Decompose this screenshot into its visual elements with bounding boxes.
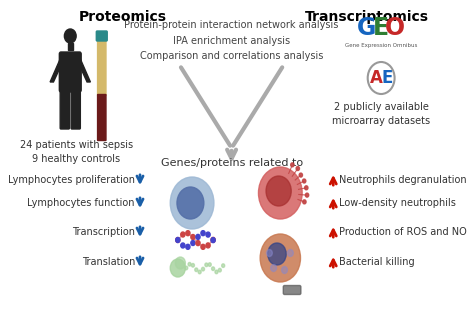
Polygon shape — [77, 57, 91, 82]
Circle shape — [185, 266, 188, 270]
Circle shape — [211, 267, 215, 271]
Circle shape — [64, 29, 76, 43]
Text: Translation: Translation — [82, 257, 135, 267]
FancyBboxPatch shape — [71, 91, 81, 129]
Circle shape — [201, 267, 205, 271]
Text: 2 publicly available
microarray datasets: 2 publicly available microarray datasets — [332, 102, 430, 126]
Circle shape — [260, 234, 301, 282]
Circle shape — [305, 193, 309, 197]
Circle shape — [196, 241, 200, 246]
Circle shape — [219, 268, 221, 272]
Circle shape — [266, 249, 273, 256]
Text: E: E — [373, 16, 389, 40]
Circle shape — [181, 232, 185, 237]
Circle shape — [299, 173, 302, 177]
Circle shape — [201, 231, 205, 236]
Circle shape — [175, 257, 185, 269]
FancyBboxPatch shape — [98, 94, 106, 141]
Circle shape — [198, 270, 201, 274]
Text: G: G — [357, 16, 376, 40]
Circle shape — [186, 231, 190, 236]
Circle shape — [271, 265, 276, 272]
Text: Transcription: Transcription — [72, 227, 135, 237]
Circle shape — [206, 243, 210, 248]
Polygon shape — [50, 57, 64, 82]
Circle shape — [205, 263, 208, 267]
FancyBboxPatch shape — [60, 91, 69, 129]
Circle shape — [196, 234, 200, 239]
Circle shape — [191, 235, 195, 240]
FancyBboxPatch shape — [98, 40, 106, 95]
Circle shape — [191, 263, 194, 267]
FancyBboxPatch shape — [59, 52, 81, 92]
Circle shape — [302, 179, 306, 183]
Circle shape — [188, 262, 191, 266]
Text: Low-density neutrophils: Low-density neutrophils — [339, 198, 456, 208]
Circle shape — [170, 259, 185, 277]
Circle shape — [296, 167, 300, 171]
Text: Gene Expression Omnibus: Gene Expression Omnibus — [345, 44, 417, 49]
FancyBboxPatch shape — [283, 285, 301, 294]
Text: A: A — [370, 69, 383, 87]
Circle shape — [201, 244, 205, 249]
Text: Transcriptomics: Transcriptomics — [305, 10, 429, 24]
Bar — [68, 43, 73, 50]
Text: Bacterial killing: Bacterial killing — [339, 257, 415, 267]
Circle shape — [195, 268, 198, 272]
Circle shape — [211, 237, 215, 242]
Circle shape — [181, 243, 185, 248]
FancyBboxPatch shape — [96, 31, 107, 41]
Text: Genes/proteins related to: Genes/proteins related to — [161, 158, 303, 168]
Circle shape — [176, 238, 180, 243]
Circle shape — [176, 238, 180, 243]
Circle shape — [291, 163, 294, 167]
Circle shape — [170, 177, 214, 229]
Text: Neutrophils degranulation: Neutrophils degranulation — [339, 175, 467, 185]
Text: Lymphocytes function: Lymphocytes function — [27, 198, 135, 208]
Circle shape — [208, 263, 211, 266]
Circle shape — [211, 238, 215, 243]
Text: E: E — [382, 69, 393, 87]
Circle shape — [266, 176, 291, 206]
Circle shape — [177, 187, 204, 219]
Text: Lymphocytes proliferation: Lymphocytes proliferation — [8, 175, 135, 185]
Text: O: O — [385, 16, 405, 40]
Text: 24 patients with sepsis
9 healthy controls: 24 patients with sepsis 9 healthy contro… — [19, 140, 133, 164]
Circle shape — [191, 241, 195, 246]
Text: Protein-protein interaction network analysis
IPA enrichment analysis
Comparison : Protein-protein interaction network anal… — [124, 20, 339, 61]
Circle shape — [303, 200, 306, 204]
Circle shape — [258, 167, 302, 219]
Circle shape — [186, 244, 190, 249]
Circle shape — [268, 243, 286, 265]
Circle shape — [206, 232, 210, 237]
Circle shape — [215, 270, 218, 274]
Text: Production of ROS and NO: Production of ROS and NO — [339, 227, 467, 237]
Circle shape — [305, 186, 308, 190]
Circle shape — [282, 267, 287, 274]
Text: Proteomics: Proteomics — [79, 10, 167, 24]
Circle shape — [222, 264, 225, 267]
Circle shape — [287, 249, 293, 256]
